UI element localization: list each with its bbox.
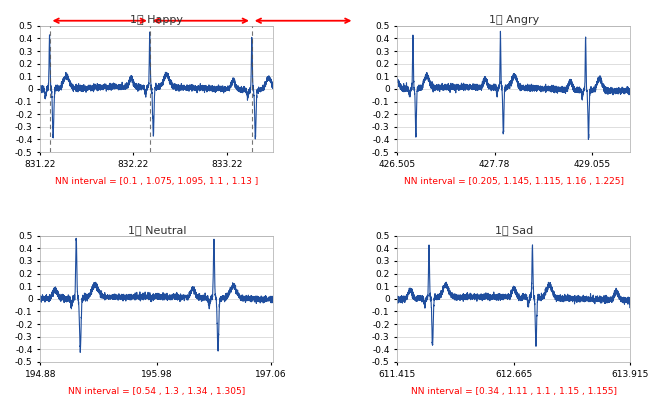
Title: 1번 Neutral: 1번 Neutral: [127, 225, 186, 235]
Text: NN interval = [0.34 , 1.11 , 1.1 , 1.15 , 1.155]: NN interval = [0.34 , 1.11 , 1.1 , 1.15 …: [411, 387, 617, 396]
Text: NN interval = [0.54 , 1.3 , 1.34 , 1.305]: NN interval = [0.54 , 1.3 , 1.34 , 1.305…: [68, 387, 246, 396]
Text: NN interval = [0.205, 1.145, 1.115, 1.16 , 1.225]: NN interval = [0.205, 1.145, 1.115, 1.16…: [404, 177, 623, 186]
Text: NN interval = [0.1 , 1.075, 1.095, 1.1 , 1.13 ]: NN interval = [0.1 , 1.075, 1.095, 1.1 ,…: [55, 177, 258, 186]
Title: 1번 Happy: 1번 Happy: [130, 15, 183, 25]
Title: 1번 Sad: 1번 Sad: [495, 225, 533, 235]
Title: 1번 Angry: 1번 Angry: [489, 15, 539, 25]
